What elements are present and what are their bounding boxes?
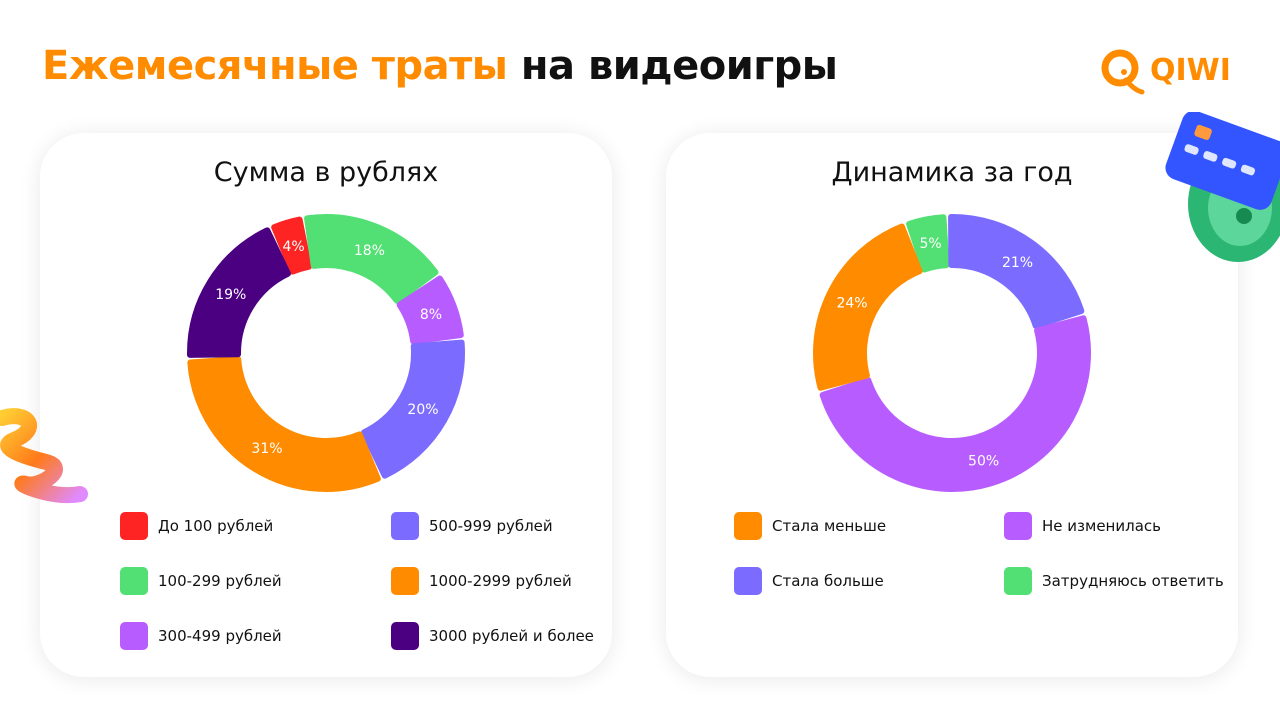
donut-slice [813, 223, 923, 391]
logo-text: QIWI [1150, 53, 1231, 88]
legend-label: Стала меньше [772, 517, 887, 535]
page-title-accent: Ежемесячные траты [42, 43, 508, 89]
legend-label: 100-299 рублей [158, 572, 282, 590]
slice-value-label: 21% [1002, 255, 1033, 271]
slice-value-label: 5% [920, 236, 942, 252]
donut-slice [396, 275, 464, 345]
donut-slice [948, 214, 1085, 329]
slice-value-label: 4% [283, 239, 305, 255]
donut-slice [906, 214, 950, 273]
legend-swatch [120, 622, 148, 650]
legend-swatch [734, 512, 762, 540]
legend-label: Затрудняюсь ответить [1042, 572, 1224, 590]
legend-label: Стала больше [772, 572, 884, 590]
legend-item: Затрудняюсь ответить [1004, 567, 1224, 595]
legend-item: Стала больше [734, 567, 884, 595]
legend-swatch [391, 622, 419, 650]
donut-chart-amount: 4% 18% 8% 20% 31% 19% [187, 214, 465, 492]
donut-slice [361, 339, 465, 479]
slice-value-label: 18% [354, 243, 385, 259]
legend-label: 3000 рублей и более [429, 627, 594, 645]
legend-item: 500-999 рублей [391, 512, 553, 540]
legend-swatch [120, 567, 148, 595]
legend-label: 300-499 рублей [158, 627, 282, 645]
donut-slice [819, 315, 1091, 493]
chart-card-dynamics: Динамика за год 5% 21% 50% 24% Стала меньше… [666, 133, 1238, 677]
legend-swatch [734, 567, 762, 595]
slice-value-label: 24% [836, 296, 867, 312]
legend-item: До 100 рублей [120, 512, 273, 540]
legend-swatch [391, 512, 419, 540]
donut-chart-dynamics: 5% 21% 50% 24% [813, 214, 1091, 493]
slice-value-label: 50% [968, 453, 999, 469]
legend-item: 100-299 рублей [120, 567, 282, 595]
page-title: Ежемесячные траты на видеоигры [42, 38, 838, 94]
slice-value-label: 19% [215, 287, 246, 303]
slice-value-label: 20% [407, 402, 438, 418]
legend-swatch [1004, 512, 1032, 540]
page-title-rest: на видеоигры [520, 43, 838, 89]
qiwi-logo: QIWI [1101, 49, 1231, 95]
legend-swatch [391, 567, 419, 595]
legend-label: До 100 рублей [158, 517, 274, 535]
legend-item: Стала меньше [734, 512, 886, 540]
donut-slice [187, 356, 381, 492]
legend-label: 500-999 рублей [429, 517, 553, 535]
legend-item: 300-499 рублей [120, 622, 282, 650]
legend-swatch [1004, 567, 1032, 595]
legend-item: 3000 рублей и более [391, 622, 594, 650]
slice-value-label: 31% [251, 441, 282, 457]
card-coin-decoration [1165, 112, 1280, 262]
donut-slice [304, 214, 439, 304]
legend-item: Не изменилась [1004, 512, 1161, 540]
ribbon-decoration [0, 408, 88, 504]
legend-item: 1000-2999 рублей [391, 567, 572, 595]
slice-value-label: 8% [420, 307, 442, 323]
chart-card-amount: Сумма в рублях 4% 18% 8% 20% 31% 19% До 100 р… [40, 133, 612, 677]
chart-title: Сумма в рублях [213, 157, 439, 188]
donut-slice [271, 216, 312, 275]
chart-title: Динамика за год [831, 157, 1073, 188]
donut-slice [187, 227, 291, 358]
legend-label: 1000-2999 рублей [429, 572, 572, 590]
legend-swatch [120, 512, 148, 540]
legend-label: Не изменилась [1042, 517, 1161, 535]
